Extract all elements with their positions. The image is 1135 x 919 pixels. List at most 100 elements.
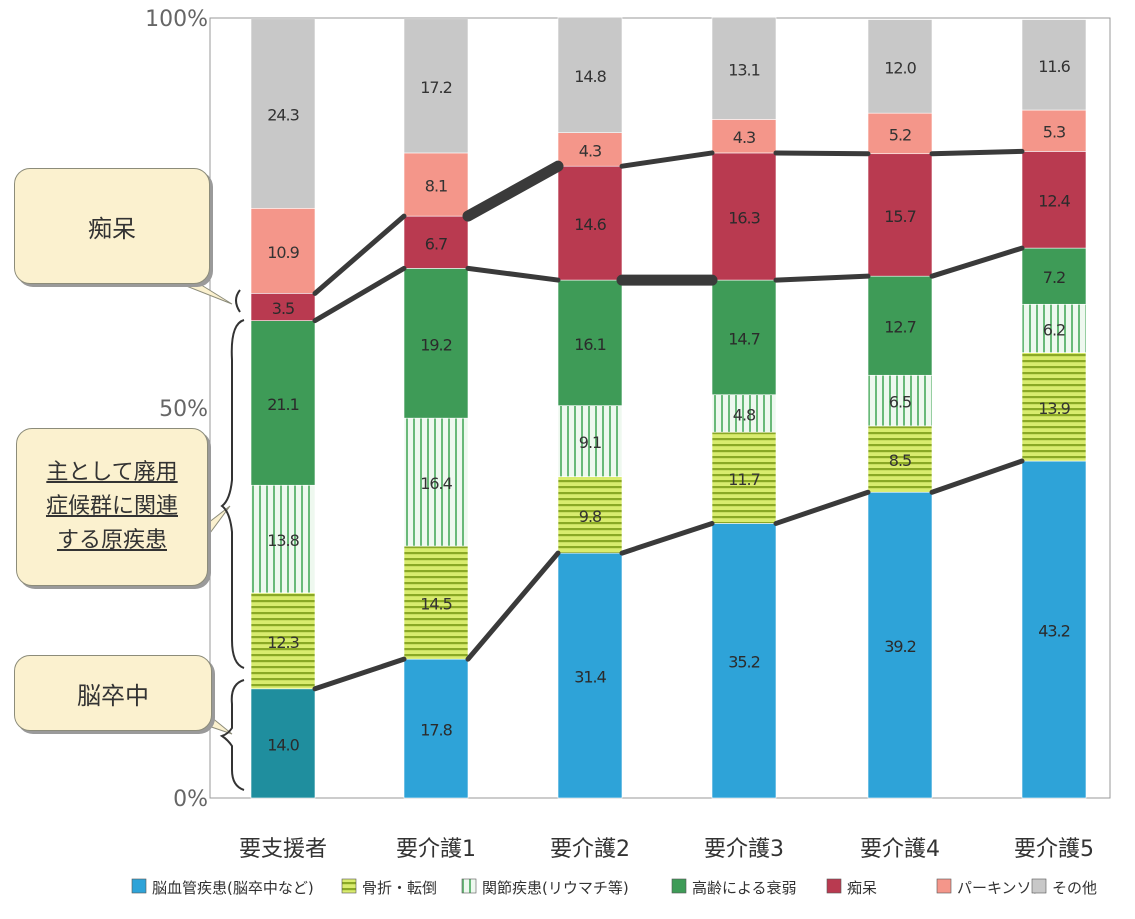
- bar-segment-other: [557, 16, 623, 133]
- callout-stroke: 脳卒中: [14, 655, 212, 731]
- legend-label: パーキンソン: [957, 879, 1047, 897]
- x-tick-label: 要介護1: [396, 837, 476, 862]
- bar-segment-fracture: [867, 425, 933, 493]
- data-label: 17.2: [420, 78, 452, 97]
- y-tick-label: 50%: [159, 397, 208, 422]
- data-label: 10.9: [267, 243, 299, 262]
- bar-segment-other: [403, 18, 469, 154]
- bar-segment-dementia: [867, 153, 933, 277]
- bar-segment-aging: [711, 279, 777, 396]
- data-label: 31.4: [574, 668, 606, 687]
- bar-segment-parkinson: [403, 152, 469, 217]
- legend-label: 関節疾患(リウマチ等): [482, 879, 629, 897]
- data-label: 14.5: [420, 595, 452, 614]
- data-label: 9.1: [579, 433, 601, 452]
- data-label: 12.7: [884, 318, 916, 337]
- data-label: 14.0: [267, 735, 299, 754]
- bar-segment-joint: [403, 417, 469, 547]
- data-label: 4.8: [733, 405, 756, 424]
- data-label: 12.3: [267, 633, 299, 652]
- bar-segment-dementia: [250, 293, 316, 321]
- legend-swatch-parkinson: [936, 878, 952, 894]
- connector-stroke-top: [929, 458, 1025, 495]
- bar-segment-aging: [867, 275, 933, 376]
- bar-segment-joint: [711, 394, 777, 433]
- data-label: 16.3: [728, 209, 760, 228]
- data-label: 14.7: [728, 329, 760, 348]
- legend-label: 痴呆: [847, 879, 877, 897]
- connector-dementia-top: [312, 213, 407, 296]
- data-label: 7.2: [1043, 268, 1065, 287]
- data-label: 6.5: [889, 393, 911, 412]
- connector-dementia-top: [929, 148, 1025, 157]
- data-label: 15.7: [884, 207, 916, 226]
- bar-segment-stroke: [867, 491, 933, 799]
- x-tick-label: 要支援者: [239, 837, 327, 862]
- bar-segment-parkinson: [1021, 109, 1087, 152]
- bar-segment-aging: [557, 279, 623, 406]
- data-label: 6.2: [1043, 320, 1065, 339]
- connector-aging-top: [773, 273, 871, 283]
- bar-segment-parkinson: [711, 119, 777, 154]
- callout-disuse-related: 主として廃用 症候群に関連 する原疾患: [16, 428, 208, 586]
- data-label: 17.8: [420, 721, 452, 740]
- bar-segment-dementia: [403, 215, 469, 269]
- data-label: 4.3: [733, 128, 755, 147]
- data-label: 19.2: [420, 335, 452, 354]
- x-tick-label: 要介護2: [550, 837, 630, 862]
- data-label: 21.1: [267, 395, 299, 414]
- legend-label: 骨折・転倒: [362, 879, 437, 897]
- y-tick-label: 100%: [145, 7, 208, 32]
- bar-segment-stroke: [711, 523, 777, 799]
- legend-swatch-stroke: [131, 878, 147, 894]
- connector-aging-top: [465, 265, 561, 283]
- bar-segment-fracture: [711, 431, 777, 524]
- plot-frame: [209, 17, 1111, 799]
- x-tick-label: 要介護5: [1014, 837, 1094, 862]
- data-label: 13.8: [267, 531, 299, 550]
- data-label: 16.1: [574, 335, 606, 354]
- brace-stroke: [219, 679, 245, 791]
- legend-swatch-joint: [461, 878, 477, 894]
- bar-segment-stroke: [403, 658, 469, 799]
- data-label: 12.0: [884, 58, 916, 77]
- bar-segment-aging: [1021, 247, 1087, 305]
- bar-segment-aging: [250, 320, 316, 486]
- bar-segment-dementia: [711, 152, 777, 281]
- y-tick-label: 0%: [173, 787, 208, 812]
- data-label: 9.8: [579, 507, 602, 526]
- bar-segment-other: [250, 18, 316, 209]
- data-label: 39.2: [884, 637, 916, 656]
- connector-stroke-top: [465, 550, 561, 662]
- legend-label: 高齢による衰弱: [692, 879, 797, 897]
- data-label: 35.2: [728, 653, 760, 672]
- data-label: 43.2: [1038, 622, 1070, 641]
- connector-stroke-top: [773, 489, 871, 526]
- bar-segment-stroke: [557, 552, 623, 799]
- connector-dementia-top: [619, 150, 715, 169]
- data-label: 4.3: [579, 141, 601, 160]
- data-label: 5.3: [1043, 123, 1065, 142]
- data-label: 5.2: [889, 125, 911, 144]
- connector-aging-top: [929, 245, 1025, 279]
- callout-dementia-text: 痴呆: [88, 214, 136, 243]
- connector-dementia-top: [462, 160, 564, 222]
- bar-segment-fracture: [403, 545, 469, 660]
- bar-segment-fracture: [1021, 352, 1087, 462]
- data-label: 8.1: [425, 177, 447, 196]
- data-label: 24.3: [267, 106, 299, 125]
- x-tick-label: 要介護4: [860, 837, 940, 862]
- bar-segment-other: [867, 19, 933, 114]
- bar-segment-other: [711, 16, 777, 120]
- bar-segment-dementia: [557, 165, 623, 281]
- legend-swatch-fracture: [341, 878, 357, 894]
- legend-swatch-aging: [671, 878, 687, 894]
- callout-stroke-text: 脳卒中: [77, 681, 149, 710]
- connector-dementia-top: [773, 150, 871, 157]
- data-label: 13.9: [1038, 399, 1070, 418]
- x-tick-label: 要介護3: [704, 837, 784, 862]
- bar-segment-parkinson: [867, 112, 933, 155]
- legend-label: その他: [1052, 879, 1097, 897]
